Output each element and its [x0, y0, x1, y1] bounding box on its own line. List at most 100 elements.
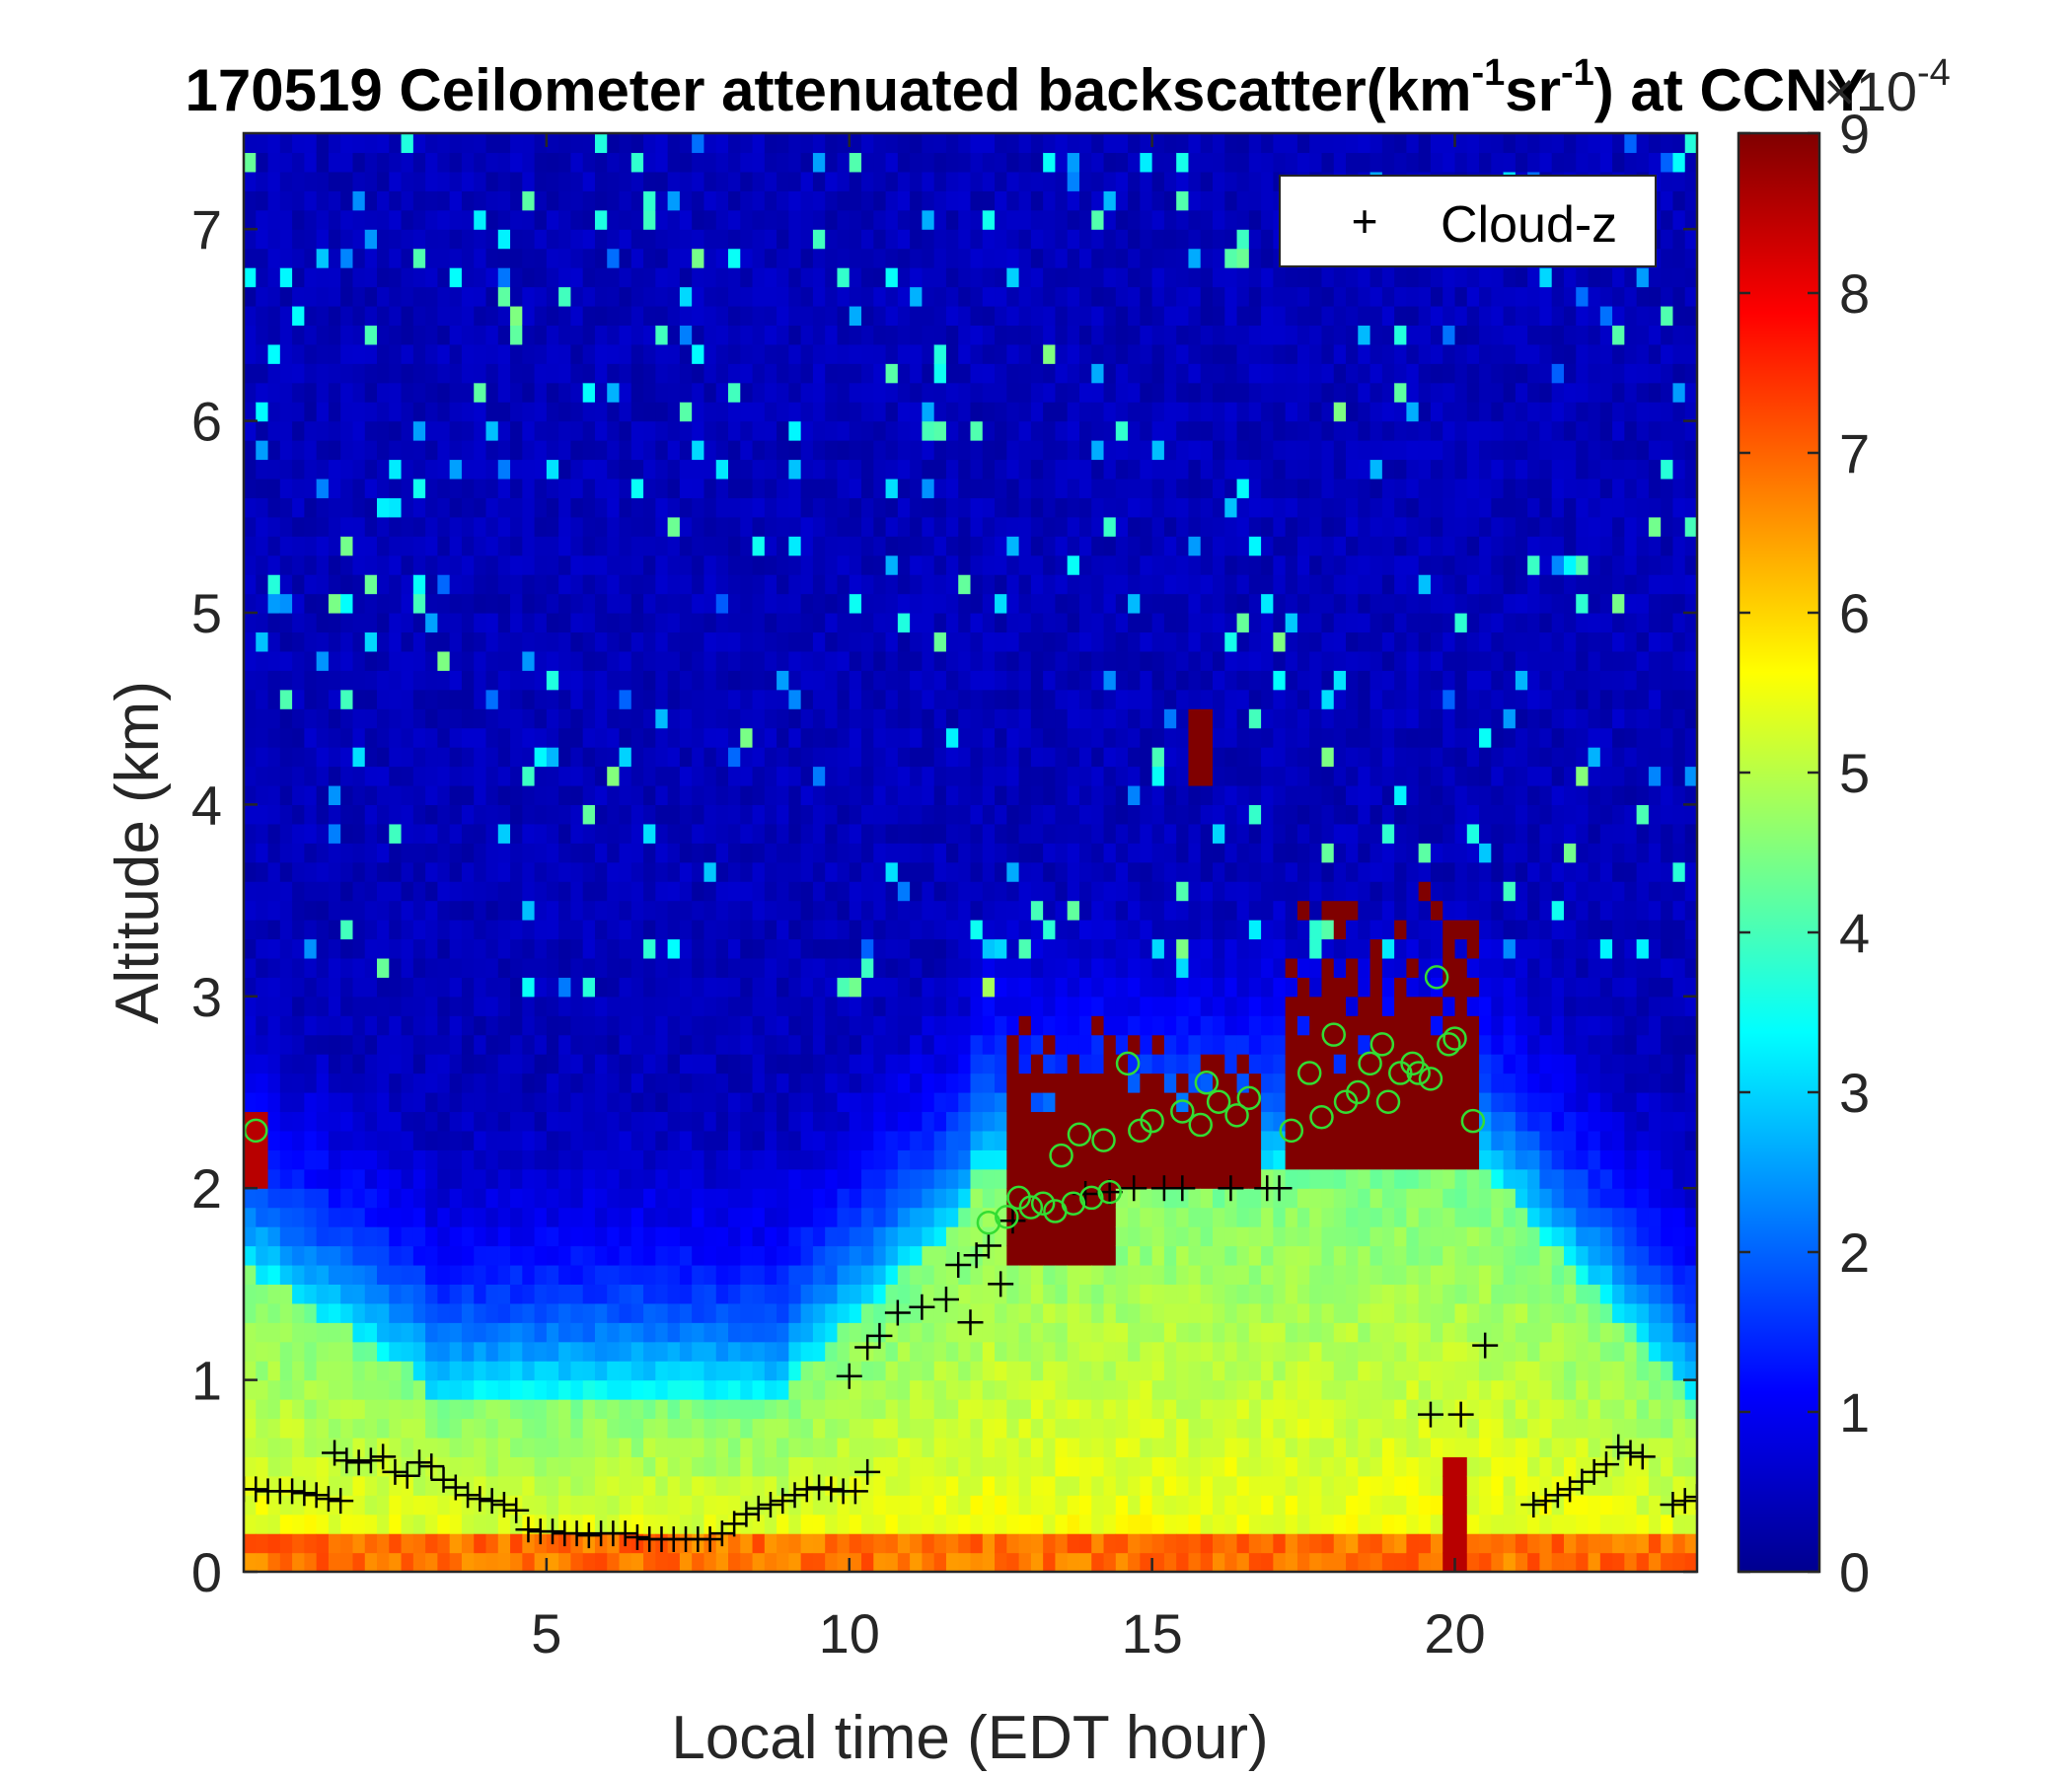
- heatmap-cell: [292, 171, 305, 191]
- heatmap-cell: [861, 900, 874, 921]
- heatmap-cell: [764, 459, 777, 480]
- heatmap-cell: [933, 593, 947, 614]
- heatmap-cell: [667, 1073, 681, 1093]
- heatmap-cell: [800, 920, 814, 940]
- heatmap-cell: [267, 1168, 281, 1189]
- heatmap-cell: [437, 229, 451, 250]
- heatmap-cell: [897, 1552, 911, 1572]
- heatmap-cell: [837, 593, 851, 614]
- heatmap-cell: [933, 1437, 947, 1457]
- heatmap-cell: [933, 171, 947, 191]
- heatmap-cell: [377, 670, 390, 691]
- heatmap-cell: [570, 1245, 584, 1266]
- heatmap-cell: [897, 1168, 911, 1189]
- heatmap-cell: [485, 478, 499, 498]
- heatmap-cell: [667, 363, 681, 384]
- heatmap-cell: [715, 1245, 729, 1266]
- heatmap-cell: [244, 784, 257, 805]
- heatmap-cell: [304, 1399, 318, 1420]
- heatmap-cell: [607, 133, 621, 154]
- heatmap-cell: [764, 1015, 777, 1036]
- heatmap-cell: [995, 1302, 1007, 1323]
- heatmap-cell: [1006, 1514, 1020, 1534]
- heatmap-cell: [982, 1054, 996, 1074]
- heatmap-cell: [461, 402, 475, 422]
- heatmap-cell: [667, 1418, 681, 1439]
- heatmap-cell: [825, 1111, 839, 1132]
- heatmap-cell: [667, 497, 681, 518]
- heatmap-cell: [837, 766, 851, 786]
- heatmap-cell: [897, 957, 911, 978]
- heatmap-cell: [437, 133, 451, 154]
- heatmap-cell: [812, 843, 826, 863]
- heatmap-cell: [679, 1207, 693, 1227]
- heatmap-cell: [788, 766, 802, 786]
- heatmap-cell: [861, 402, 874, 422]
- heatmap-cell: [885, 267, 899, 288]
- heatmap-cell: [752, 305, 766, 326]
- heatmap-cell: [849, 190, 862, 211]
- heatmap-cell: [244, 1514, 257, 1534]
- heatmap-cell: [510, 574, 523, 595]
- heatmap-cell: [619, 804, 632, 825]
- heatmap-cell: [703, 536, 717, 556]
- heatmap-cell: [740, 1111, 754, 1132]
- heatmap-cell: [630, 1341, 644, 1362]
- heatmap-cell: [861, 574, 874, 595]
- heatmap-cell: [1043, 708, 1057, 729]
- heatmap-cell: [474, 766, 487, 786]
- heatmap-cell: [1030, 784, 1044, 805]
- heatmap-cell: [667, 1456, 681, 1477]
- heatmap-cell: [607, 420, 621, 441]
- heatmap-cell: [692, 593, 705, 614]
- heatmap-cell: [401, 1437, 414, 1457]
- heatmap-cell: [667, 402, 681, 422]
- heatmap-cell: [1043, 1514, 1057, 1534]
- heatmap-cell: [461, 670, 475, 691]
- heatmap-cell: [292, 497, 305, 518]
- heatmap-cell: [377, 133, 390, 154]
- heatmap-cell: [582, 190, 596, 211]
- heatmap-cell: [485, 670, 499, 691]
- heatmap-cell: [485, 613, 499, 633]
- heatmap-cell: [449, 286, 463, 307]
- heatmap-cell: [812, 420, 826, 441]
- heatmap-cell: [922, 1284, 935, 1304]
- heatmap-cell: [752, 1168, 766, 1189]
- heatmap-cell: [377, 1015, 390, 1036]
- heatmap-cell: [970, 613, 984, 633]
- heatmap-cell: [401, 1495, 414, 1516]
- heatmap-cell: [328, 1188, 341, 1209]
- heatmap-cell: [364, 1302, 378, 1323]
- heatmap-cell: [474, 747, 487, 768]
- heatmap-cell: [703, 823, 717, 844]
- heatmap-cell: [474, 861, 487, 882]
- heatmap-cell: [910, 861, 924, 882]
- heatmap-cell: [982, 613, 996, 633]
- heatmap-cell: [922, 1379, 935, 1400]
- heatmap-cell: [958, 478, 972, 498]
- heatmap-cell: [570, 613, 584, 633]
- heatmap-cell: [570, 1437, 584, 1457]
- heatmap-cell: [982, 1552, 996, 1572]
- heatmap-cell: [546, 248, 559, 268]
- heatmap-cell: [279, 823, 293, 844]
- heatmap-cell: [764, 190, 777, 211]
- heatmap-cell: [995, 440, 1007, 461]
- heatmap-cell: [497, 190, 511, 211]
- heatmap-cell: [485, 171, 499, 191]
- heatmap-cell: [958, 977, 972, 998]
- heatmap-cell: [873, 1226, 887, 1247]
- heatmap-cell: [873, 343, 887, 364]
- heatmap-cell: [497, 459, 511, 480]
- heatmap-cell: [667, 382, 681, 403]
- heatmap-cell: [873, 843, 887, 863]
- heatmap-cell: [279, 1533, 293, 1554]
- heatmap-cell: [292, 478, 305, 498]
- heatmap-cell: [292, 593, 305, 614]
- heatmap-cell: [922, 171, 935, 191]
- heatmap-cell: [740, 267, 754, 288]
- heatmap-cell: [619, 190, 632, 211]
- heatmap-cell: [679, 593, 693, 614]
- heatmap-cell: [800, 1188, 814, 1209]
